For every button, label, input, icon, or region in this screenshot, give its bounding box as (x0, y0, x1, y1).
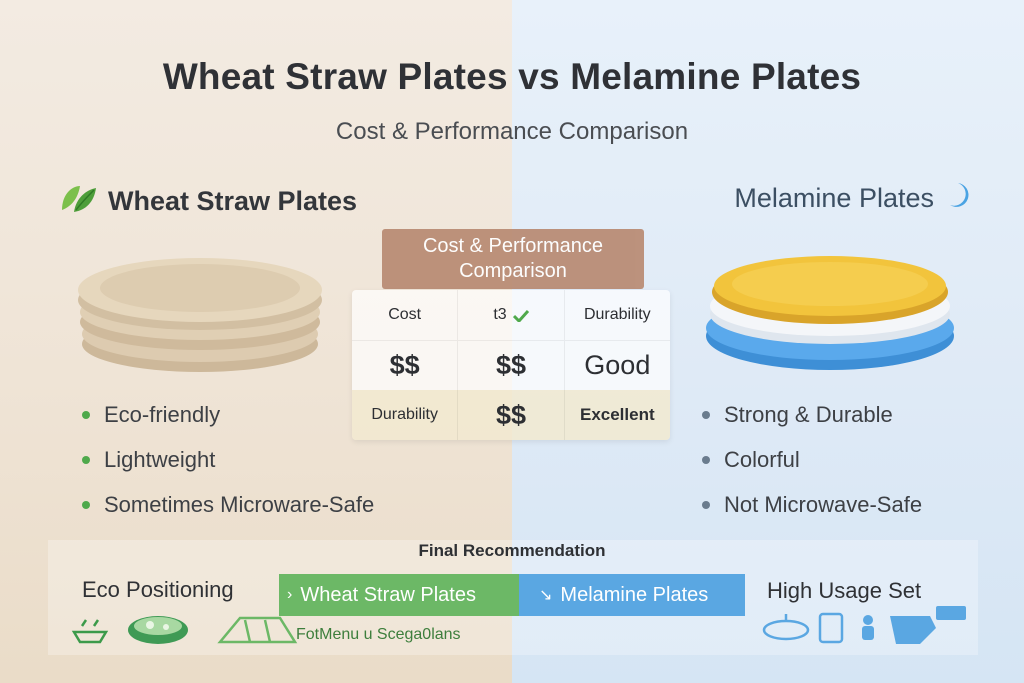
bullet-dot (702, 411, 710, 419)
melamine-plates-image (700, 240, 960, 380)
eco-icons (70, 608, 300, 652)
table-row: Durability $$ Excellent (352, 390, 670, 440)
melamine-heading: Melamine Plates (734, 180, 972, 217)
bullet-dot (82, 501, 90, 509)
list-item: Colorful (702, 447, 922, 473)
bullet-dot (702, 456, 710, 464)
table-cell: Durability (352, 390, 459, 440)
usage-icons (760, 600, 970, 648)
melamine-features-list: Strong & Durable Colorful Not Microwave-… (702, 402, 922, 537)
comparison-table: Cost t3 Durability $$ $$ Good Durability… (352, 290, 670, 440)
arrow-icon: › (287, 586, 293, 603)
eco-positioning-label: Eco Positioning (82, 577, 234, 602)
high-usage-label: High Usage Set (767, 578, 922, 603)
table-cell: Good (584, 350, 651, 380)
pan-icon (762, 614, 810, 641)
page-subtitle: Cost & Performance Comparison (335, 118, 689, 145)
table-cell: $$ (352, 341, 459, 390)
table-cell: $$ (458, 390, 565, 440)
wheat-plates-image (70, 238, 330, 378)
people-icon (862, 615, 874, 640)
table-cell: Durability (583, 306, 651, 323)
list-item: Eco-friendly (82, 402, 374, 428)
wheat-heading-label: Wheat Straw Plates (108, 186, 358, 216)
arrow-icon: ↘ (539, 587, 553, 604)
wheat-recommendation-button[interactable]: › Wheat Straw Plates (279, 574, 519, 616)
basket-icon (217, 616, 298, 644)
leaf-icon (58, 180, 98, 223)
list-item: Sometimes Microware-Safe (82, 492, 374, 518)
table-cell: Cost (352, 290, 459, 340)
bullet-dot (82, 456, 90, 464)
table-cell: $$ (458, 341, 565, 390)
wheat-features-list: Eco-friendly Lightweight Sometimes Micro… (82, 402, 374, 537)
check-icon (512, 309, 529, 324)
salad-icon (128, 616, 188, 644)
tablet-icon (818, 612, 844, 644)
bullet-dot (702, 501, 710, 509)
recommendation-title: Final Recommendation (418, 541, 606, 560)
truck-icon (890, 606, 966, 644)
moon-icon (944, 180, 972, 217)
page-title: Wheat Straw Plates vs Melamine Plates (162, 56, 862, 97)
melamine-recommendation-button[interactable]: ↘ Melamine Plates (519, 574, 745, 616)
list-item: Not Microwave-Safe (702, 492, 922, 518)
table-cell: Excellent (579, 405, 655, 424)
comparison-label: Cost & Performance Comparison (382, 229, 644, 289)
list-item: Lightweight (82, 447, 374, 473)
table-row: $$ $$ Good (352, 340, 670, 390)
table-cell: t3 (458, 290, 565, 340)
table-row: Cost t3 Durability (352, 290, 670, 340)
bowl-icon (71, 619, 109, 644)
wheat-heading: Wheat Straw Plates (58, 180, 357, 223)
bullet-dot (82, 411, 90, 419)
melamine-heading-label: Melamine Plates (734, 183, 934, 213)
list-item: Strong & Durable (702, 402, 922, 428)
mixed-menu-text: FotMenu u Scega0lans (296, 626, 461, 643)
